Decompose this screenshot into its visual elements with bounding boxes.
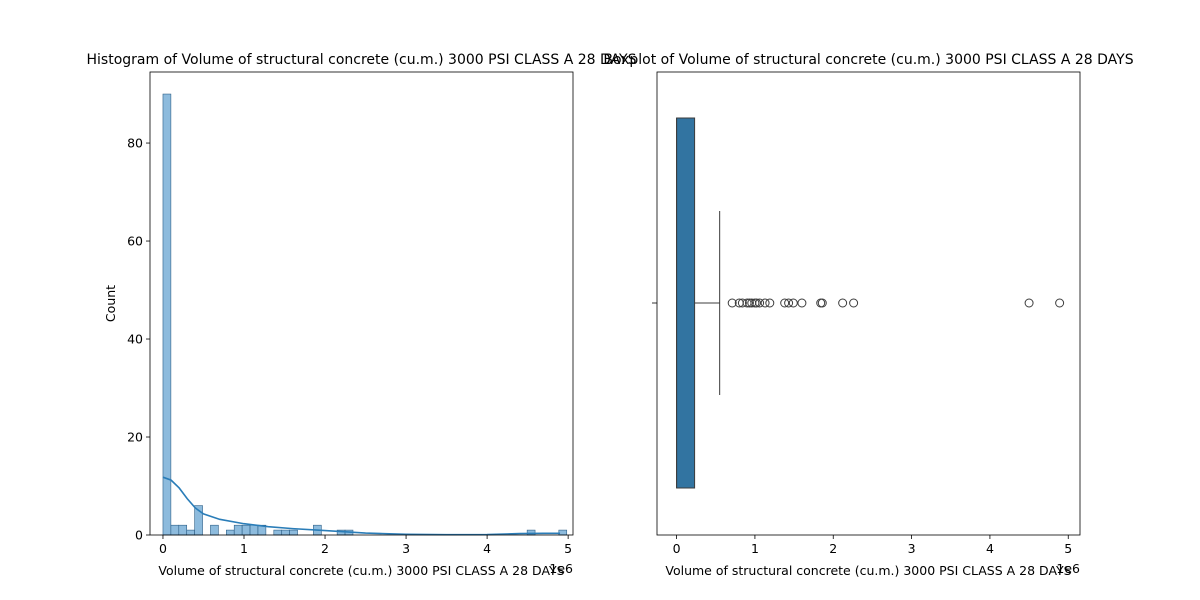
histogram-bar [241, 524, 251, 536]
histogram-x-tick-label: 5 [564, 541, 572, 556]
boxplot-outlier-point [817, 298, 827, 308]
histogram-bar [162, 93, 172, 536]
boxplot-x-tick-label: 3 [908, 541, 916, 556]
histogram-frame [149, 71, 574, 536]
boxplot-shapes [676, 117, 721, 489]
boxplot-x-tick-label: 0 [673, 541, 681, 556]
boxplot-outlier-point [1055, 298, 1065, 308]
histogram-bar [233, 524, 243, 536]
histogram-x-tick-label: 2 [321, 541, 329, 556]
boxplot-title: Boxplot of Volume of structural concrete… [603, 52, 1133, 68]
boxplot-x-scale-label: 1e6 [1056, 561, 1080, 576]
histogram-bar [289, 529, 298, 536]
boxplot-outlier-point [1024, 298, 1034, 308]
boxplot-outliers [727, 298, 1065, 308]
histogram-bar [526, 529, 536, 536]
boxplot-outlier-point [765, 298, 775, 308]
boxplot-x-tick-label: 1 [751, 541, 759, 556]
boxplot-x-axis-label: Volume of structural concrete (cu.m.) 30… [665, 563, 1071, 578]
histogram-x-scale-label: 1e6 [549, 561, 573, 576]
boxplot-x-tick-label: 4 [986, 541, 994, 556]
histogram-x-tick-label: 1 [240, 541, 248, 556]
histogram-bar [281, 529, 290, 536]
histogram-y-tick-label: 80 [127, 136, 143, 151]
boxplot-outlier-point [788, 298, 798, 308]
histogram-x-tick-label: 0 [159, 541, 167, 556]
histogram-x-tick-label: 4 [483, 541, 491, 556]
boxplot-frame [656, 71, 1081, 536]
boxplot-outlier-point [797, 298, 807, 308]
histogram-panel: 0 1 2 3 4 5 0 20 40 60 80 Histogram of Volume of … [87, 52, 637, 578]
histogram-y-tick-label: 20 [127, 430, 143, 445]
histogram-bar [249, 524, 259, 536]
boxplot-outlier-point [727, 298, 737, 308]
histogram-bar [186, 529, 195, 536]
histogram-plot-area [150, 72, 573, 535]
histogram-x-axis-label: Volume of structural concrete (cu.m.) 30… [158, 563, 564, 578]
histogram-y-tick-label: 60 [127, 234, 143, 249]
histogram-bar [170, 524, 180, 536]
boxplot-outlier-point [760, 298, 770, 308]
histogram-y-ticks: 0 20 40 60 80 [127, 136, 150, 543]
histogram-y-tick-label: 40 [127, 332, 143, 347]
boxplot-x-tick-label: 2 [829, 541, 837, 556]
boxplot-x-tick-label: 5 [1064, 541, 1072, 556]
histogram-x-ticks: 0 1 2 3 4 5 [159, 535, 572, 556]
histogram-bar [226, 529, 235, 536]
boxplot-plot-area [657, 72, 1080, 535]
boxplot-outlier-point [780, 298, 790, 308]
boxplot-outlier-point [744, 298, 754, 308]
histogram-y-tick-label: 0 [135, 528, 143, 543]
boxplot-outlier-point [784, 298, 794, 308]
boxplot-x-ticks: 0 1 2 3 4 5 [673, 535, 1072, 556]
boxplot-panel: 0 1 2 3 4 5 Boxplot of Volume of structural c… [603, 52, 1133, 578]
boxplot-outlier-point [737, 298, 747, 308]
histogram-y-axis-label: Count [103, 285, 118, 322]
boxplot-outlier-point [755, 298, 765, 308]
boxplot-outlier-point [838, 298, 848, 308]
histogram-x-tick-label: 3 [402, 541, 410, 556]
histogram-bar [210, 524, 219, 536]
boxplot-box [676, 117, 696, 489]
histogram-bar [178, 524, 188, 536]
boxplot-outlier-point [751, 298, 761, 308]
histogram-bars [162, 93, 568, 536]
histogram-title: Histogram of Volume of structural concre… [87, 52, 637, 68]
boxplot-outlier-point [849, 298, 859, 308]
histogram-bar [273, 529, 283, 536]
